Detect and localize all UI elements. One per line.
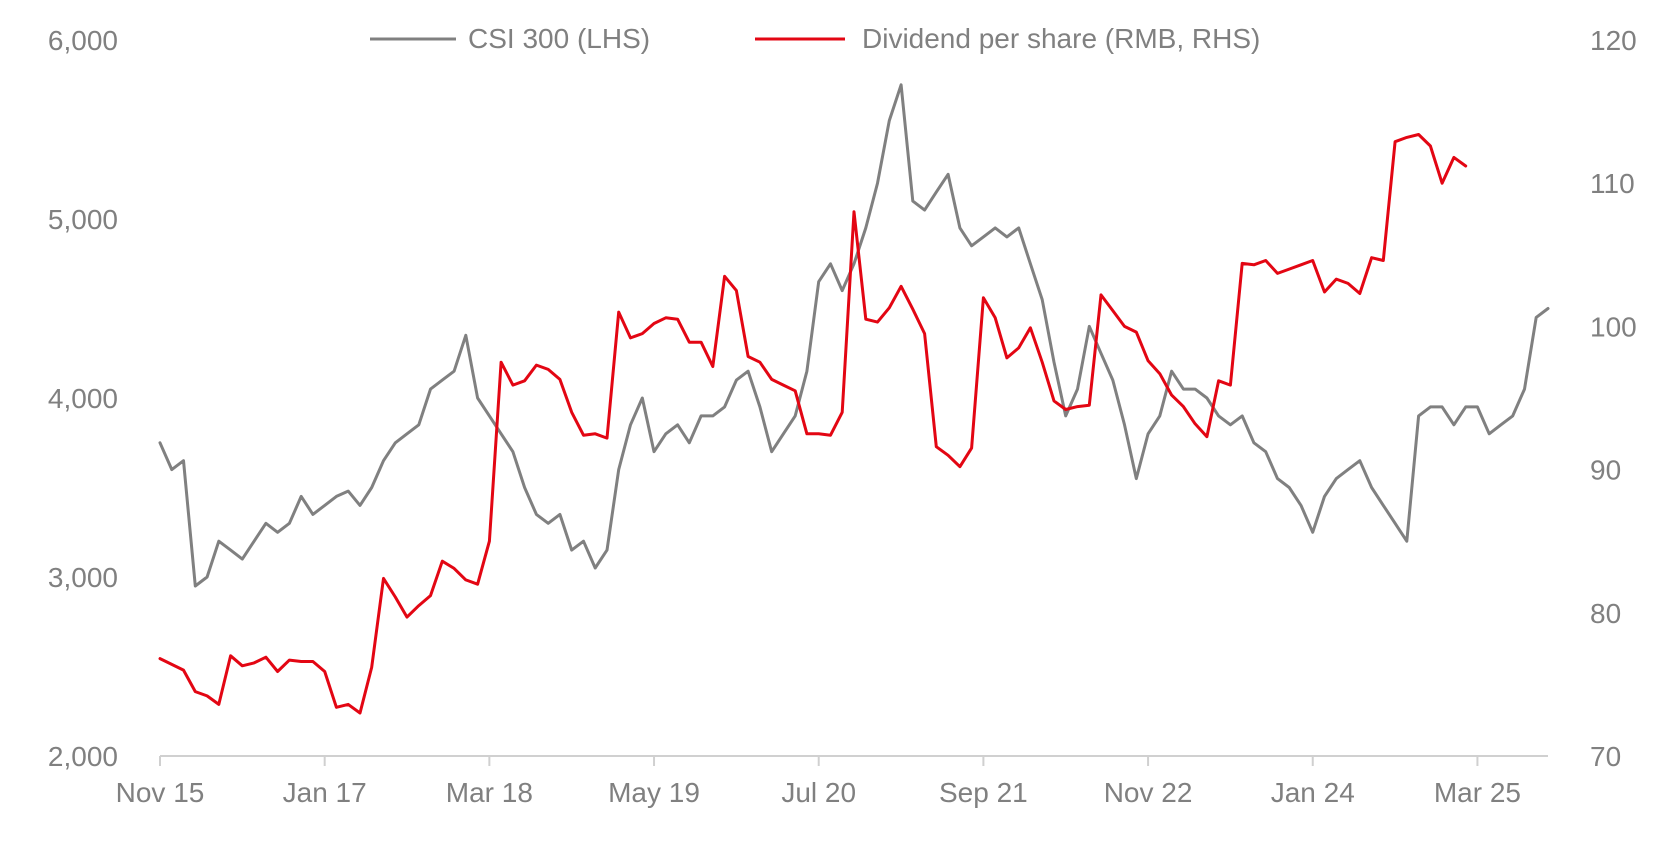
legend-label: CSI 300 (LHS) [468, 23, 650, 54]
legend-item-csi-300: CSI 300 (LHS) [370, 23, 650, 54]
left-axis-tick-label: 6,000 [48, 25, 118, 56]
x-axis-tick-label: May 19 [608, 777, 700, 808]
x-axis-tick-label: Nov 15 [116, 777, 205, 808]
left-axis-tick-label: 4,000 [48, 383, 118, 414]
right-axis-tick-label: 100 [1590, 311, 1637, 342]
left-y-axis: 2,000 3,000 4,000 5,000 6,000 [48, 25, 118, 772]
left-axis-tick-label: 3,000 [48, 562, 118, 593]
right-axis-tick-label: 70 [1590, 741, 1621, 772]
right-axis-tick-label: 80 [1590, 598, 1621, 629]
csi-300-series-line [158, 83, 1550, 588]
legend: CSI 300 (LHS) Dividend per share (RMB, RH… [370, 23, 1260, 54]
x-axis-tick-label: Sep 21 [939, 777, 1028, 808]
x-axis: Nov 15 Jan 17 Mar 18 May 19 Jul 20 Sep 21 Nov … [116, 755, 1548, 808]
x-axis-tick-label: Jan 17 [283, 777, 367, 808]
legend-label: Dividend per share (RMB, RHS) [862, 23, 1260, 54]
series-layer [158, 83, 1550, 715]
x-axis-tick-label: Nov 22 [1104, 777, 1193, 808]
x-axis-tick-label: Jul 20 [781, 777, 856, 808]
right-y-axis: 70 80 90 100 110 120 [1590, 25, 1637, 772]
x-axis-tick-label: Mar 25 [1434, 777, 1521, 808]
right-axis-tick-label: 90 [1590, 455, 1621, 486]
right-axis-tick-label: 110 [1590, 168, 1635, 199]
x-axis-tick-label: Mar 18 [446, 777, 533, 808]
right-axis-tick-label: 120 [1590, 25, 1637, 56]
legend-item-dividend-per-share: Dividend per share (RMB, RHS) [755, 23, 1260, 54]
left-axis-tick-label: 2,000 [48, 741, 118, 772]
dividend-per-share-series-line [158, 133, 1468, 715]
left-axis-tick-label: 5,000 [48, 204, 118, 235]
x-axis-tick-label: Jan 24 [1271, 777, 1355, 808]
